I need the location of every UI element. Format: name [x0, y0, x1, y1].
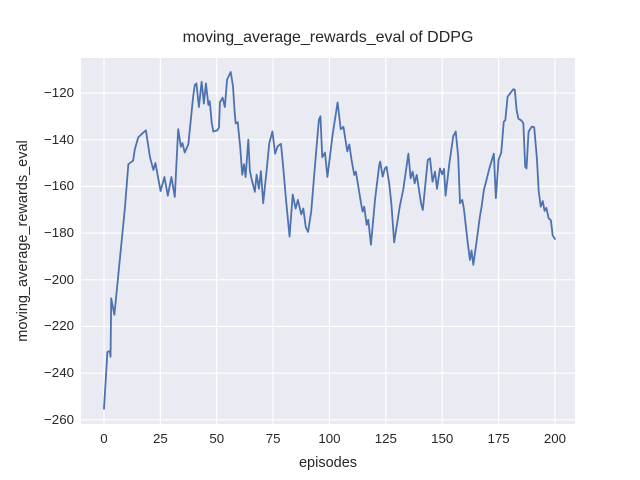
- y-tick-label: −260: [44, 411, 74, 427]
- gridlines: [81, 58, 575, 424]
- y-tick-label: −120: [44, 85, 74, 100]
- x-tick-label: 50: [209, 431, 225, 446]
- y-tick-label: −180: [44, 225, 74, 241]
- y-tick-label: −200: [44, 271, 74, 287]
- x-tick-label: 0: [100, 431, 108, 446]
- reward-line-series: [103, 71, 556, 410]
- x-tick-label: 25: [152, 431, 168, 446]
- x-tick-label: 200: [543, 431, 567, 446]
- x-tick-label: 125: [374, 431, 397, 446]
- y-tick-label: −140: [44, 131, 74, 147]
- x-tick-label: 150: [431, 431, 454, 446]
- x-tick-label: 175: [487, 431, 510, 446]
- x-tick-label: 100: [318, 431, 341, 446]
- plot-area: [81, 58, 575, 424]
- x-tick-label: 75: [265, 431, 281, 446]
- y-tick-label: −160: [44, 178, 74, 194]
- chart-title: moving_average_rewards_eval of DDPG: [182, 29, 474, 46]
- y-tick-label: −220: [44, 318, 74, 334]
- y-tick-label: −240: [44, 365, 74, 381]
- x-axis-label: episodes: [298, 455, 358, 471]
